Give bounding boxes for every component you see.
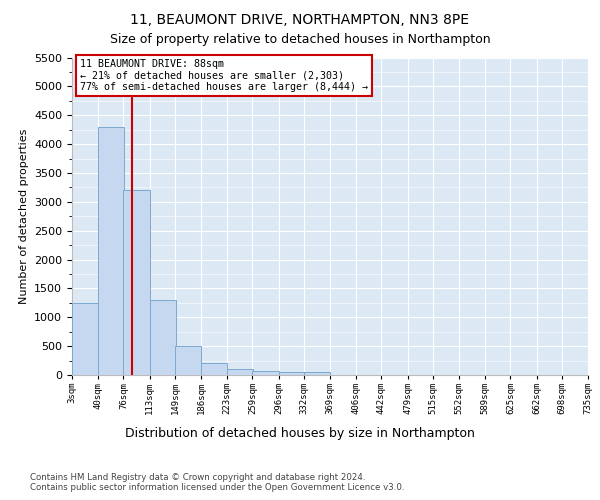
- Bar: [253, 370, 278, 375]
- Bar: [201, 364, 227, 375]
- Bar: [227, 369, 253, 375]
- Bar: [98, 127, 124, 375]
- Bar: [278, 372, 305, 375]
- Bar: [72, 303, 98, 375]
- Text: Contains HM Land Registry data © Crown copyright and database right 2024.
Contai: Contains HM Land Registry data © Crown c…: [30, 472, 404, 492]
- Y-axis label: Number of detached properties: Number of detached properties: [19, 128, 29, 304]
- Text: Size of property relative to detached houses in Northampton: Size of property relative to detached ho…: [110, 32, 490, 46]
- Text: 11 BEAUMONT DRIVE: 88sqm
← 21% of detached houses are smaller (2,303)
77% of sem: 11 BEAUMONT DRIVE: 88sqm ← 21% of detach…: [80, 59, 368, 92]
- Bar: [124, 190, 149, 375]
- Bar: [304, 372, 330, 375]
- Bar: [149, 300, 176, 375]
- Text: Distribution of detached houses by size in Northampton: Distribution of detached houses by size …: [125, 428, 475, 440]
- Bar: [175, 346, 201, 375]
- Text: 11, BEAUMONT DRIVE, NORTHAMPTON, NN3 8PE: 11, BEAUMONT DRIVE, NORTHAMPTON, NN3 8PE: [131, 12, 470, 26]
